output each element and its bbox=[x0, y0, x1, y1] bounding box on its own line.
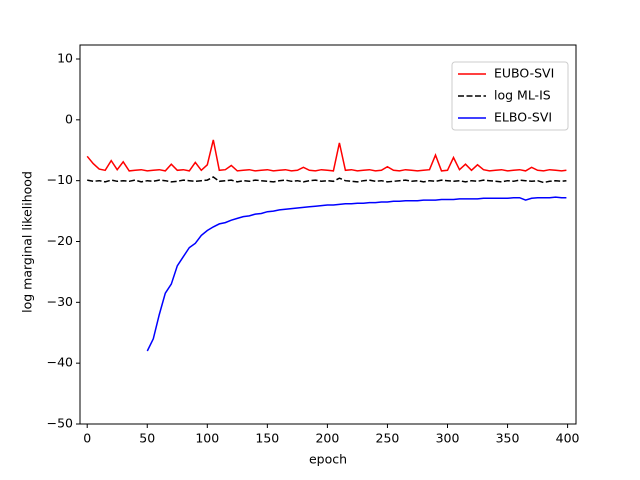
legend-label: EUBO-SVI bbox=[494, 66, 554, 81]
y-tick-label: −50 bbox=[47, 416, 73, 431]
series-line bbox=[87, 176, 567, 184]
y-tick-label: −10 bbox=[47, 172, 73, 187]
x-tick-label: 400 bbox=[556, 431, 580, 446]
legend-label: ELBO-SVI bbox=[494, 110, 552, 125]
x-tick-label: 50 bbox=[139, 431, 155, 446]
x-tick-label: 0 bbox=[83, 431, 91, 446]
x-tick-label: 350 bbox=[496, 431, 520, 446]
x-tick-label: 200 bbox=[315, 431, 339, 446]
x-axis-label: epoch bbox=[309, 452, 347, 467]
plot-frame bbox=[79, 44, 577, 425]
series-line bbox=[146, 196, 567, 352]
y-tick-label: −40 bbox=[47, 355, 73, 370]
plot-area bbox=[86, 139, 567, 352]
legend-box bbox=[451, 61, 569, 131]
y-tick-label: −30 bbox=[47, 294, 73, 309]
x-tick-label: 300 bbox=[436, 431, 460, 446]
x-tick-label: 250 bbox=[376, 431, 400, 446]
series-line bbox=[86, 139, 567, 172]
x-tick-label: 100 bbox=[195, 431, 219, 446]
x-tick-label: 150 bbox=[255, 431, 279, 446]
y-tick-label: 10 bbox=[57, 50, 73, 65]
y-tick-label: 0 bbox=[65, 111, 73, 126]
y-axis-label: log marginal likelihood bbox=[20, 171, 35, 313]
legend-label: log ML-IS bbox=[494, 88, 551, 103]
y-tick-label: −20 bbox=[47, 233, 73, 248]
